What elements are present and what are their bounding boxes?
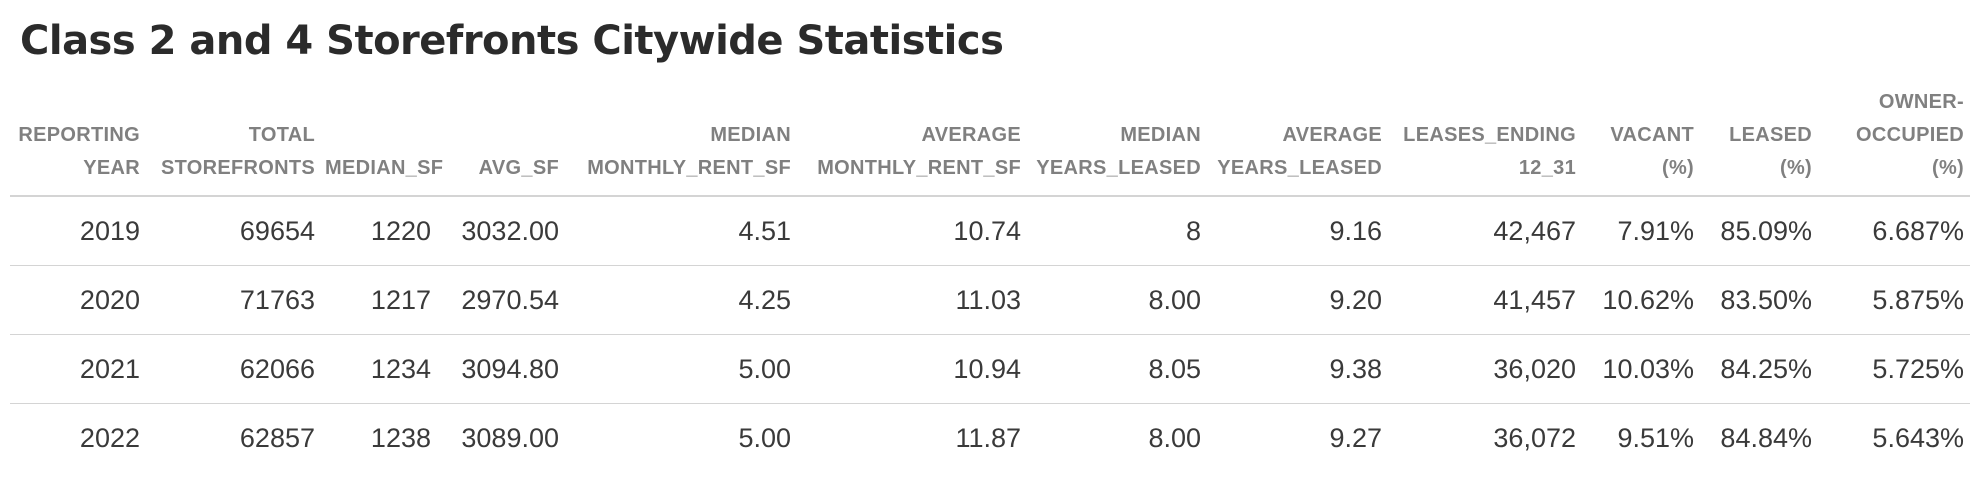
table-cell: 69654 (146, 196, 321, 266)
table-cell: 62857 (239, 422, 315, 453)
table-cell: 85.09% (1700, 196, 1818, 266)
table-cell: 84.25% (1700, 334, 1818, 404)
table-cell: 5.875% (1818, 265, 1970, 335)
table-row: 2019 69654 1220 3032.00 4.51 10.74 8 9.1… (10, 196, 1970, 266)
table-cell: 8.00 (1148, 422, 1201, 453)
table-cell: 4.51 (565, 196, 797, 266)
col-header-leases-ending[interactable]: LEASES_ENDING 12_31 (1388, 78, 1582, 197)
col-header-average-monthly-rent-sf[interactable]: AVERAGE MONTHLY_RENT_SF (797, 78, 1027, 197)
col-header-avg-sf[interactable]: AVG_SF (437, 78, 565, 197)
table-cell: 10.62% (1582, 265, 1700, 335)
table-cell: 62066 (146, 334, 321, 404)
page-title: Class 2 and 4 Storefronts Citywide Stati… (20, 18, 1004, 64)
table-cell: 9.38 (1207, 334, 1388, 404)
table-cell: 10.74 (797, 196, 1027, 266)
table-cell: 1217 (321, 265, 437, 335)
table-cell: 6.687% (1818, 196, 1970, 266)
table-cell: 3089.00 (461, 422, 559, 453)
table-cell: 83.50% (1700, 265, 1818, 335)
table-cell: 9.20 (1207, 265, 1388, 335)
table-cell: 8.00 (1027, 265, 1207, 335)
table-cell: 3032.00 (437, 196, 565, 266)
table-cell: 10.94 (797, 334, 1027, 404)
table-cell: 5.00 (738, 422, 791, 453)
table-cell: 42,467 (1388, 196, 1582, 266)
col-header-total-storefronts[interactable]: TOTAL STOREFRONTS (146, 78, 321, 197)
table-cell: 9.16 (1207, 196, 1388, 266)
table-row: 2021 62066 1234 3094.80 5.00 10.94 8.05 … (10, 334, 1970, 404)
table-cell: 1234 (321, 334, 437, 404)
table-cell: 8.05 (1027, 334, 1207, 404)
statistics-table: REPORTING YEAR TOTAL STOREFRONTS MEDIAN_… (10, 78, 1970, 472)
col-header-median-monthly-rent-sf[interactable]: MEDIAN MONTHLY_RENT_SF (565, 78, 797, 197)
col-header-owner-occupied[interactable]: OWNER- OCCUPIED (%) (1818, 78, 1970, 197)
col-header-average-years-leased[interactable]: AVERAGE YEARS_LEASED (1207, 78, 1388, 197)
table-cell: 9.51% (1617, 422, 1694, 453)
table-cell: 5.00 (565, 334, 797, 404)
table-cell: 2020 (10, 265, 146, 335)
table-cell: 84.84% (1720, 422, 1812, 453)
statistics-table-container: REPORTING YEAR TOTAL STOREFRONTS MEDIAN_… (10, 78, 1970, 472)
table-cell: 11.87 (955, 422, 1021, 453)
table-row: 2022 62857 1238 3089.00 5.00 11.87 8.00 … (10, 404, 1970, 473)
table-cell: 9.27 (1329, 422, 1382, 453)
col-header-reporting-year[interactable]: REPORTING YEAR (10, 78, 146, 197)
table-cell: 10.03% (1582, 334, 1700, 404)
table-cell: 2021 (10, 334, 146, 404)
table-row: 2020 71763 1217 2970.54 4.25 11.03 8.00 … (10, 265, 1970, 335)
table-cell: 71763 (146, 265, 321, 335)
table-cell: 5.643% (1872, 422, 1964, 453)
table-cell: 2019 (10, 196, 146, 266)
table-cell: 2970.54 (437, 265, 565, 335)
col-header-leased[interactable]: LEASED (%) (1700, 78, 1818, 197)
table-cell: 1220 (321, 196, 437, 266)
table-cell: 36,072 (1493, 422, 1576, 453)
table-cell: 4.25 (565, 265, 797, 335)
col-header-vacant[interactable]: VACANT (%) (1582, 78, 1700, 197)
table-cell: 8 (1027, 196, 1207, 266)
table-cell: 7.91% (1582, 196, 1700, 266)
table-cell: 41,457 (1388, 265, 1582, 335)
col-header-median-years-leased[interactable]: MEDIAN YEARS_LEASED (1027, 78, 1207, 197)
table-cell: 5.725% (1818, 334, 1970, 404)
table-cell: 36,020 (1388, 334, 1582, 404)
table-cell: 11.03 (797, 265, 1027, 335)
col-header-median-sf[interactable]: MEDIAN_SF (321, 78, 443, 197)
table-cell: 2022 (79, 422, 140, 453)
table-cell: 3094.80 (437, 334, 565, 404)
table-cell: 1238 (370, 422, 431, 453)
table-header-row: REPORTING YEAR TOTAL STOREFRONTS MEDIAN_… (10, 78, 1970, 197)
